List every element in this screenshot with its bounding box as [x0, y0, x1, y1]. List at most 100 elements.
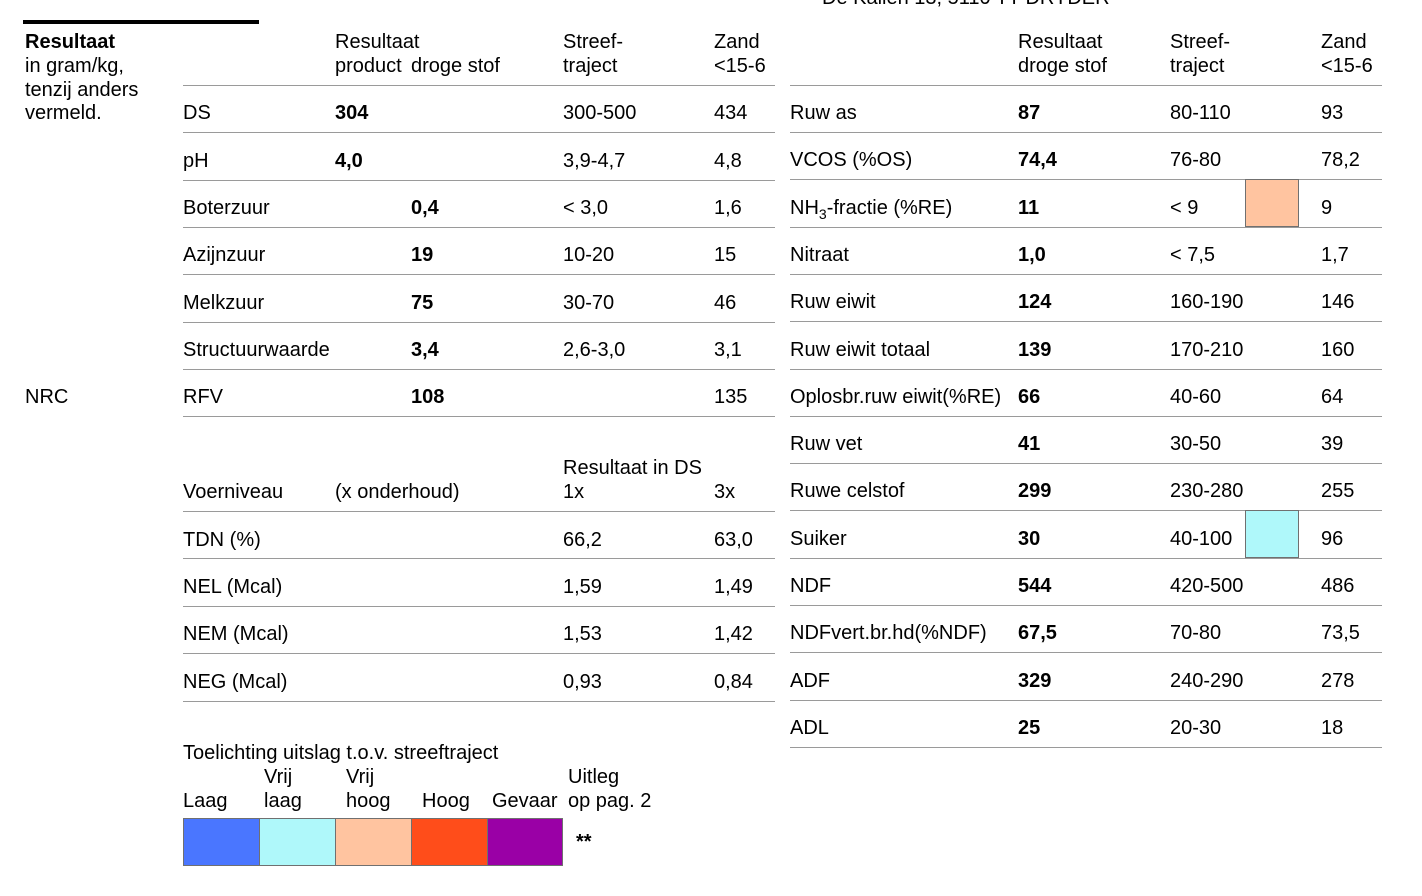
row-zand: 18	[1321, 717, 1344, 739]
row-streef: 240-290	[1170, 670, 1244, 692]
legend-swatch-vrij-hoog	[335, 818, 412, 866]
row-zand: 434	[714, 102, 748, 124]
row-zand: 486	[1321, 575, 1355, 597]
address-cutoff: De Kallen 13, 5110 TT DRYDER	[822, 0, 1110, 10]
header-1x: 1x	[563, 481, 585, 503]
legend-uitleg: Uitleg	[568, 766, 620, 788]
row-label: Ruwe celstof	[790, 480, 905, 502]
row-droge-stof: 0,4	[411, 197, 439, 219]
header-product: product	[335, 55, 402, 77]
row-divider	[790, 369, 1382, 370]
row-streef: 230-280	[1170, 480, 1244, 502]
row-label: NDFvert.br.hd(%NDF)	[790, 622, 987, 644]
row-label: Ruw vet	[790, 433, 863, 455]
row-value: 25	[1018, 717, 1041, 739]
row-label: NEG (Mcal)	[183, 671, 288, 693]
row-3x: 0,84	[714, 671, 753, 693]
row-streef: 30-50	[1170, 433, 1222, 455]
header-traject: traject	[563, 55, 618, 77]
row-value: 329	[1018, 670, 1052, 692]
header-onderhoud: (x onderhoud)	[335, 481, 460, 503]
header-resultaat: Resultaat	[335, 31, 420, 53]
row-3x: 63,0	[714, 529, 753, 551]
row-zand: 73,5	[1321, 622, 1360, 644]
row-3x: 1,42	[714, 623, 753, 645]
header-droge-stof: droge stof	[411, 55, 500, 77]
row-label: ADL	[790, 717, 829, 739]
row-label: Nitraat	[790, 244, 849, 266]
row-value: 74,4	[1018, 149, 1057, 171]
row-divider	[790, 416, 1382, 417]
legend-stars: **	[576, 831, 592, 853]
row-streef: 3,9-4,7	[563, 150, 626, 172]
row-zand: 46	[714, 292, 737, 314]
row-droge-stof: 75	[411, 292, 434, 314]
row-value: 124	[1018, 291, 1052, 313]
row-divider	[790, 605, 1382, 606]
row-zand: 278	[1321, 670, 1355, 692]
row-divider	[790, 321, 1382, 322]
row-streef: 20-30	[1170, 717, 1222, 739]
row-zand: 160	[1321, 339, 1355, 361]
row-label: Suiker	[790, 528, 847, 550]
row-streef: 160-190	[1170, 291, 1244, 313]
row-label: Ruw eiwit totaal	[790, 339, 931, 361]
row-streef: 30-70	[563, 292, 615, 314]
row-streef: 300-500	[563, 102, 637, 124]
row-zand: 39	[1321, 433, 1344, 455]
row-zand: 15	[714, 244, 737, 266]
row-divider	[790, 227, 1382, 228]
row-label: TDN (%)	[183, 529, 261, 551]
row-value: 87	[1018, 102, 1041, 124]
header-zand-range: <15-6	[1321, 55, 1373, 77]
row-zand: 93	[1321, 102, 1344, 124]
row-label: Boterzuur	[183, 197, 270, 219]
legend-swatch-gevaar	[487, 818, 563, 866]
row-zand: 4,8	[714, 150, 742, 172]
row-value: 66	[1018, 386, 1041, 408]
intro-line: tenzij anders	[25, 79, 139, 101]
row-value: 67,5	[1018, 622, 1057, 644]
row-streef: 420-500	[1170, 575, 1244, 597]
row-1x: 0,93	[563, 671, 602, 693]
row-label: Azijnzuur	[183, 244, 266, 266]
header-droge-stof: droge stof	[1018, 55, 1107, 77]
row-streef: 10-20	[563, 244, 615, 266]
header-3x: 3x	[714, 481, 736, 503]
header-zand-range: <15-6	[714, 55, 766, 77]
row-product: 4,0	[335, 150, 363, 172]
row-1x: 1,59	[563, 576, 602, 598]
row-streef: 70-80	[1170, 622, 1222, 644]
row-value: 139	[1018, 339, 1052, 361]
row-zand: 1,6	[714, 197, 742, 219]
row-label: Structuurwaarde	[183, 339, 330, 361]
row-divider	[790, 179, 1382, 180]
row-divider	[790, 463, 1382, 464]
row-label: NDF	[790, 575, 832, 597]
row-divider	[790, 132, 1382, 133]
row-zand: 9	[1321, 197, 1333, 219]
row-zand: 3,1	[714, 339, 742, 361]
legend-swatch-vrij-laag	[259, 818, 336, 866]
status-swatch	[1245, 510, 1299, 558]
header-resultaat-ds: Resultaat in DS	[563, 457, 702, 479]
row-value: 1,0	[1018, 244, 1046, 266]
row-streef: 40-60	[1170, 386, 1222, 408]
row-droge-stof: 19	[411, 244, 434, 266]
row-divider	[790, 747, 1382, 748]
legend-label: Hoog	[422, 790, 470, 812]
header-zand: Zand	[714, 31, 760, 53]
row-divider	[790, 700, 1382, 701]
row-zand: 1,7	[1321, 244, 1349, 266]
row-divider	[790, 274, 1382, 275]
row-value: 299	[1018, 480, 1052, 502]
header-streef: Streef-	[1170, 31, 1231, 53]
legend-swatch-hoog	[411, 818, 488, 866]
row-streef: 80-110	[1170, 102, 1231, 124]
row-streef: < 7,5	[1170, 244, 1216, 266]
legend-title: Toelichting uitslag t.o.v. streeftraject	[183, 742, 499, 764]
row-label: NH3-fractie (%RE)	[790, 197, 953, 222]
nrc-label: NRC	[25, 386, 69, 408]
row-zand: 78,2	[1321, 149, 1360, 171]
header-streef: Streef-	[563, 31, 624, 53]
